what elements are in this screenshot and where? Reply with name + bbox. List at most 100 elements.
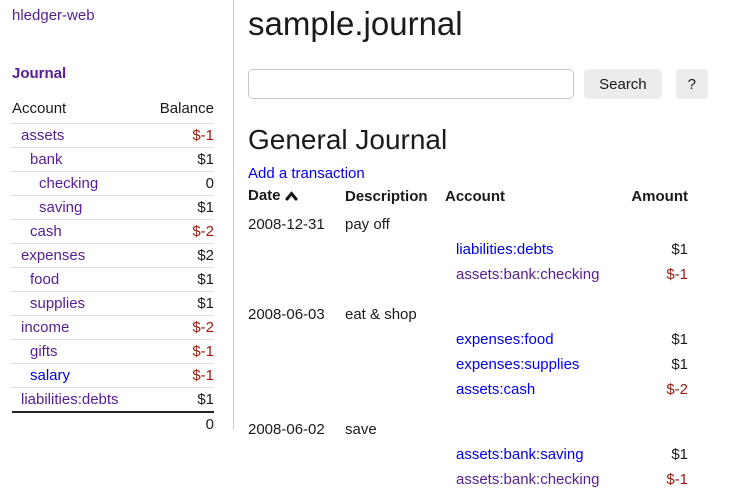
posting-account-cell: expenses:food bbox=[445, 327, 625, 352]
search-input[interactable] bbox=[248, 69, 575, 99]
account-row: expenses $2 bbox=[12, 243, 214, 268]
section-title: General Journal bbox=[248, 124, 448, 155]
page-title: sample.journal bbox=[248, 5, 463, 42]
account-row: gifts $-1 bbox=[12, 339, 214, 364]
transaction-description: pay off bbox=[345, 216, 390, 233]
register-header-description: Description bbox=[345, 187, 428, 205]
account-row: supplies $1 bbox=[12, 291, 214, 316]
account-link[interactable]: food bbox=[30, 271, 60, 288]
account-link[interactable]: saving bbox=[39, 199, 83, 216]
account-cell: saving bbox=[12, 195, 146, 220]
register-tbody: 2008-12-31 pay off liabilities:debts $1 asse… bbox=[248, 212, 688, 492]
account-cell: liabilities:debts bbox=[12, 387, 146, 412]
transaction-date: 2008-06-02 bbox=[248, 421, 325, 438]
account-link[interactable]: bank bbox=[30, 151, 63, 168]
account-balance: 0 bbox=[145, 171, 214, 196]
posting-account-link[interactable]: liabilities:debts bbox=[456, 241, 554, 258]
account-row: food $1 bbox=[12, 267, 214, 292]
posting-account-cell: assets:bank:saving bbox=[445, 442, 625, 467]
accounts-header-account: Account bbox=[12, 100, 67, 117]
account-balance: $-1 bbox=[145, 363, 214, 388]
account-cell: expenses bbox=[12, 243, 146, 268]
sidebar-item-journal[interactable]: Journal bbox=[12, 65, 67, 82]
account-row: salary $-1 bbox=[12, 363, 214, 388]
help-button[interactable]: ? bbox=[675, 69, 708, 99]
account-cell: salary bbox=[12, 363, 146, 388]
app-title-link[interactable]: hledger-web bbox=[12, 7, 95, 24]
posting-row: expenses:supplies $1 bbox=[248, 352, 688, 377]
posting-account-cell: assets:bank:checking bbox=[445, 262, 625, 287]
posting-amount: $-1 bbox=[666, 471, 688, 488]
account-row: bank $1 bbox=[12, 147, 214, 172]
accounts-total-value: 0 bbox=[145, 411, 214, 436]
account-cell: checking bbox=[12, 171, 146, 196]
account-balance: $-1 bbox=[145, 123, 214, 148]
account-balance: $-2 bbox=[145, 315, 214, 340]
account-link[interactable]: checking bbox=[39, 175, 99, 192]
posting-account-cell: liabilities:debts bbox=[445, 237, 625, 262]
account-link[interactable]: assets bbox=[21, 127, 65, 144]
account-balance: $-1 bbox=[145, 339, 214, 364]
account-link[interactable]: income bbox=[21, 319, 70, 336]
register-header-account: Account bbox=[445, 187, 505, 205]
account-cell: food bbox=[12, 267, 146, 292]
account-link[interactable]: supplies bbox=[30, 295, 86, 312]
transaction-spacer bbox=[248, 287, 688, 302]
posting-amount: $-2 bbox=[666, 381, 688, 398]
posting-row: assets:bank:saving $1 bbox=[248, 442, 688, 467]
account-link[interactable]: gifts bbox=[30, 343, 58, 360]
search-button[interactable]: Search bbox=[584, 69, 662, 99]
posting-account-link[interactable]: assets:bank:checking bbox=[456, 471, 600, 488]
accounts-tbody: assets $-1 bank $1 checking 0 saving $1 cash $-2 e… bbox=[12, 123, 214, 412]
accounts-table: Account Balance assets $-1 bank $1 checking 0… bbox=[12, 97, 214, 436]
posting-account-cell: assets:cash bbox=[445, 377, 625, 402]
transaction-date: 2008-12-31 bbox=[248, 216, 325, 233]
account-row: assets $-1 bbox=[12, 123, 214, 148]
accounts-header-row: Account Balance bbox=[12, 97, 214, 124]
account-cell: income bbox=[12, 315, 146, 340]
sidebar: hledger-web Journal Account Balance asse… bbox=[0, 0, 234, 436]
search-form: Search ? bbox=[248, 69, 708, 99]
register-header-amount: Amount bbox=[631, 187, 688, 205]
transaction-spacer bbox=[248, 402, 688, 417]
register-header-date[interactable]: Date bbox=[248, 187, 345, 212]
posting-row: liabilities:debts $1 bbox=[248, 237, 688, 262]
posting-row: expenses:food $1 bbox=[248, 327, 688, 352]
account-balance: $1 bbox=[145, 147, 214, 172]
account-cell: supplies bbox=[12, 291, 146, 316]
account-link[interactable]: cash bbox=[30, 223, 62, 240]
account-link[interactable]: salary bbox=[30, 367, 71, 384]
posting-account-link[interactable]: assets:bank:saving bbox=[456, 446, 584, 463]
account-cell: assets bbox=[12, 123, 146, 148]
account-link[interactable]: expenses bbox=[21, 247, 86, 264]
account-cell: gifts bbox=[12, 339, 146, 364]
transaction-row: 2008-06-03 eat & shop bbox=[248, 302, 688, 327]
register-header-row: Date Description Account Amount bbox=[248, 187, 688, 212]
accounts-total-row: 0 bbox=[12, 411, 214, 436]
account-cell: cash bbox=[12, 219, 146, 244]
main-content: sample.journal Search ? General Journal … bbox=[248, 0, 708, 492]
account-balance: $-2 bbox=[145, 219, 214, 244]
posting-row: assets:bank:checking $-1 bbox=[248, 467, 688, 492]
account-row: checking 0 bbox=[12, 171, 214, 196]
posting-row: assets:cash $-2 bbox=[248, 377, 688, 402]
account-balance: $1 bbox=[145, 291, 214, 316]
account-balance: $1 bbox=[145, 267, 214, 292]
account-row: cash $-2 bbox=[12, 219, 214, 244]
posting-account-link[interactable]: assets:cash bbox=[456, 381, 536, 398]
account-link[interactable]: liabilities:debts bbox=[21, 391, 119, 408]
posting-amount: $1 bbox=[671, 241, 688, 258]
account-balance: $2 bbox=[145, 243, 214, 268]
posting-account-cell: expenses:supplies bbox=[445, 352, 625, 377]
posting-amount: $1 bbox=[671, 446, 688, 463]
posting-row: assets:bank:checking $-1 bbox=[248, 262, 688, 287]
transaction-date: 2008-06-03 bbox=[248, 306, 325, 323]
accounts-total-spacer bbox=[12, 411, 146, 436]
chevron-up-icon bbox=[285, 188, 298, 205]
posting-account-link[interactable]: expenses:food bbox=[456, 331, 554, 348]
posting-amount: $1 bbox=[671, 331, 688, 348]
account-balance: $1 bbox=[145, 195, 214, 220]
add-transaction-link[interactable]: Add a transaction bbox=[248, 165, 365, 182]
posting-account-link[interactable]: expenses:supplies bbox=[456, 356, 580, 373]
posting-account-link[interactable]: assets:bank:checking bbox=[456, 266, 600, 283]
